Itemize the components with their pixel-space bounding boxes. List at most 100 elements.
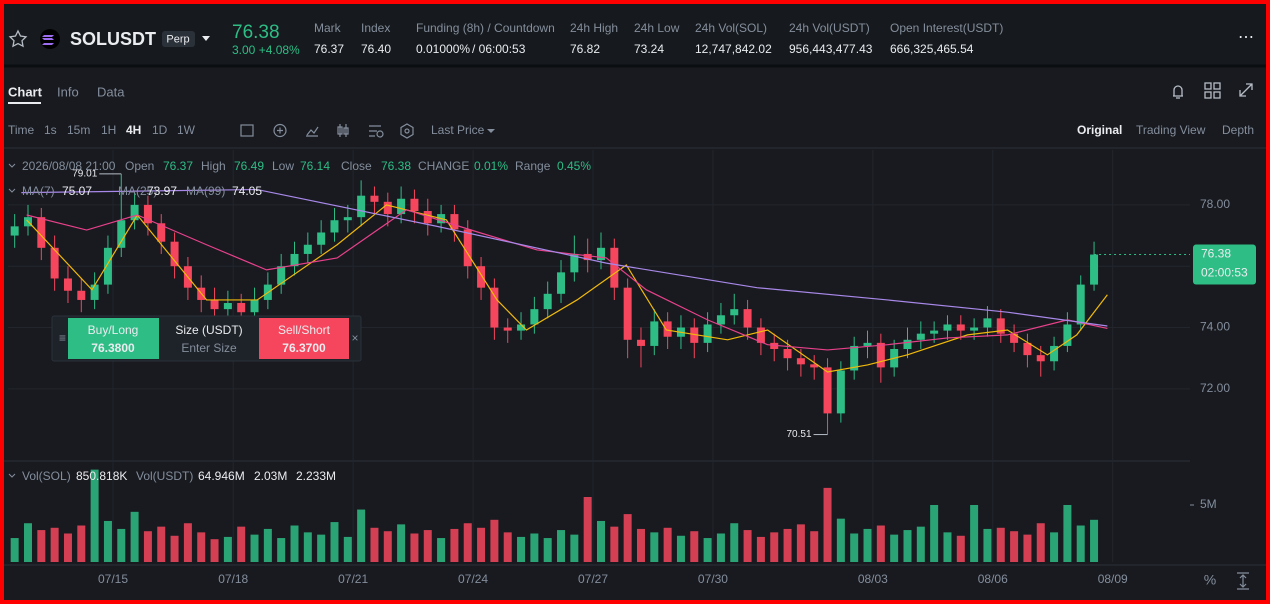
percent-toggle[interactable]: % bbox=[1204, 572, 1216, 588]
volume-bar bbox=[916, 526, 925, 562]
icon[interactable] bbox=[240, 124, 254, 137]
tab[interactable]: Chart bbox=[8, 84, 43, 99]
tab[interactable]: Info bbox=[57, 84, 79, 99]
vol-tick-label: 5M bbox=[1200, 497, 1217, 511]
stat-label: 24h Low bbox=[634, 21, 680, 35]
fullscreen-icon[interactable] bbox=[1239, 83, 1253, 97]
y-tick-label: 72.00 bbox=[1200, 381, 1230, 395]
candle-body bbox=[743, 309, 752, 328]
buy-label[interactable]: Buy/Long bbox=[88, 323, 139, 337]
volume-bar bbox=[77, 525, 86, 562]
candle-body bbox=[370, 195, 379, 202]
interval[interactable]: 1D bbox=[152, 123, 168, 137]
volume-bar bbox=[823, 487, 832, 562]
candle-body bbox=[250, 299, 259, 313]
volume-bar bbox=[863, 528, 872, 562]
candle-body bbox=[570, 253, 579, 273]
tab[interactable]: Data bbox=[97, 84, 125, 99]
caret[interactable] bbox=[202, 36, 210, 41]
candle-body bbox=[876, 342, 885, 368]
candle-body bbox=[170, 241, 179, 267]
candle-body bbox=[277, 266, 286, 285]
view[interactable]: Original bbox=[1077, 123, 1122, 137]
candle-body bbox=[477, 266, 486, 288]
candle-body bbox=[357, 195, 366, 218]
volume-bar bbox=[197, 532, 206, 562]
volume-bar bbox=[570, 534, 579, 562]
candle-body bbox=[90, 284, 99, 300]
stat-label: Index bbox=[361, 21, 390, 35]
candle-body bbox=[157, 223, 166, 242]
volume-bar bbox=[1076, 525, 1085, 562]
ma-label: MA(25) bbox=[118, 184, 157, 198]
icon[interactable] bbox=[400, 123, 414, 139]
candle-body bbox=[1010, 333, 1019, 343]
volume-bar bbox=[397, 524, 406, 562]
volume-bar bbox=[743, 530, 752, 562]
close-panel[interactable]: × bbox=[351, 331, 358, 345]
volume-bar bbox=[1010, 531, 1019, 562]
favorite-icon[interactable] bbox=[8, 29, 28, 48]
x-tick-label: 07/15 bbox=[98, 572, 128, 586]
sell-button[interactable] bbox=[259, 318, 349, 359]
volume-bar bbox=[23, 523, 32, 562]
interval[interactable]: 4H bbox=[126, 123, 141, 137]
candle-body bbox=[290, 253, 299, 267]
interval[interactable]: 1s bbox=[44, 123, 57, 137]
stat-label: Open Interest(USDT) bbox=[890, 21, 1003, 35]
price-type[interactable]: Last Price bbox=[431, 123, 485, 137]
candle-body bbox=[730, 309, 739, 316]
volume-bar bbox=[503, 532, 512, 562]
drag-handle[interactable]: ≡ bbox=[59, 331, 66, 345]
interval[interactable]: 1W bbox=[177, 123, 196, 137]
bell-icon[interactable] bbox=[1173, 85, 1183, 99]
ma-label: MA(7) bbox=[22, 184, 55, 198]
sell-label[interactable]: Sell/Short bbox=[278, 323, 331, 337]
volume-bar bbox=[930, 504, 939, 562]
volume-bar bbox=[423, 530, 432, 562]
volume-bar bbox=[1036, 523, 1045, 562]
toolbar: Time 1s 15m 1H 4H 1D 1W Last Price Original Tradi… bbox=[8, 123, 1254, 137]
candle-body bbox=[756, 327, 765, 343]
legend-label: CHANGE bbox=[418, 159, 469, 173]
view[interactable]: Trading View bbox=[1136, 123, 1206, 137]
stat-value: 76.37 bbox=[314, 42, 344, 56]
layout-icon[interactable] bbox=[1204, 82, 1212, 90]
price-tag bbox=[1193, 244, 1256, 285]
volume-bar bbox=[557, 530, 566, 562]
interval[interactable]: Time bbox=[8, 123, 35, 137]
size-input[interactable]: Enter Size bbox=[181, 341, 237, 355]
icon[interactable] bbox=[337, 124, 349, 137]
interval[interactable]: 15m bbox=[67, 123, 90, 137]
icon[interactable] bbox=[369, 125, 381, 137]
sell-price[interactable]: 76.3700 bbox=[282, 341, 326, 355]
legend-label: Range bbox=[515, 159, 551, 173]
legend-label: Low bbox=[272, 159, 294, 173]
stat-value: 73.24 bbox=[634, 42, 664, 56]
candle-body bbox=[317, 232, 326, 245]
candle-body bbox=[543, 293, 552, 310]
candle-body bbox=[863, 342, 872, 346]
volume-bar bbox=[530, 533, 539, 562]
caret[interactable] bbox=[487, 129, 495, 133]
order-panel: ≡ Buy/Long 76.3800 Size (USDT) Enter Siz… bbox=[51, 315, 362, 362]
symbol[interactable]: SOLUSDT bbox=[70, 29, 156, 49]
candle-body bbox=[956, 324, 965, 331]
candle-body bbox=[650, 321, 659, 346]
view[interactable]: Depth bbox=[1222, 123, 1254, 137]
icon[interactable] bbox=[306, 126, 319, 137]
legend-value: 76.14 bbox=[300, 159, 330, 173]
more[interactable]: ⋯ bbox=[1238, 29, 1254, 46]
buy-price[interactable]: 76.3800 bbox=[91, 341, 135, 355]
buy-button[interactable] bbox=[68, 318, 159, 359]
icon[interactable] bbox=[273, 123, 287, 138]
legend-label: Open bbox=[125, 159, 154, 173]
scale-toggle[interactable] bbox=[1237, 572, 1249, 590]
vol-value: 64.946M bbox=[198, 469, 245, 483]
volume-bar bbox=[250, 534, 259, 562]
funding-countdown: / 06:00:53 bbox=[472, 42, 526, 56]
interval[interactable]: 1H bbox=[101, 123, 116, 137]
y-tick-label: 78.00 bbox=[1200, 197, 1230, 211]
candle-body bbox=[663, 321, 672, 337]
vol-label: Vol(USDT) bbox=[136, 469, 193, 483]
